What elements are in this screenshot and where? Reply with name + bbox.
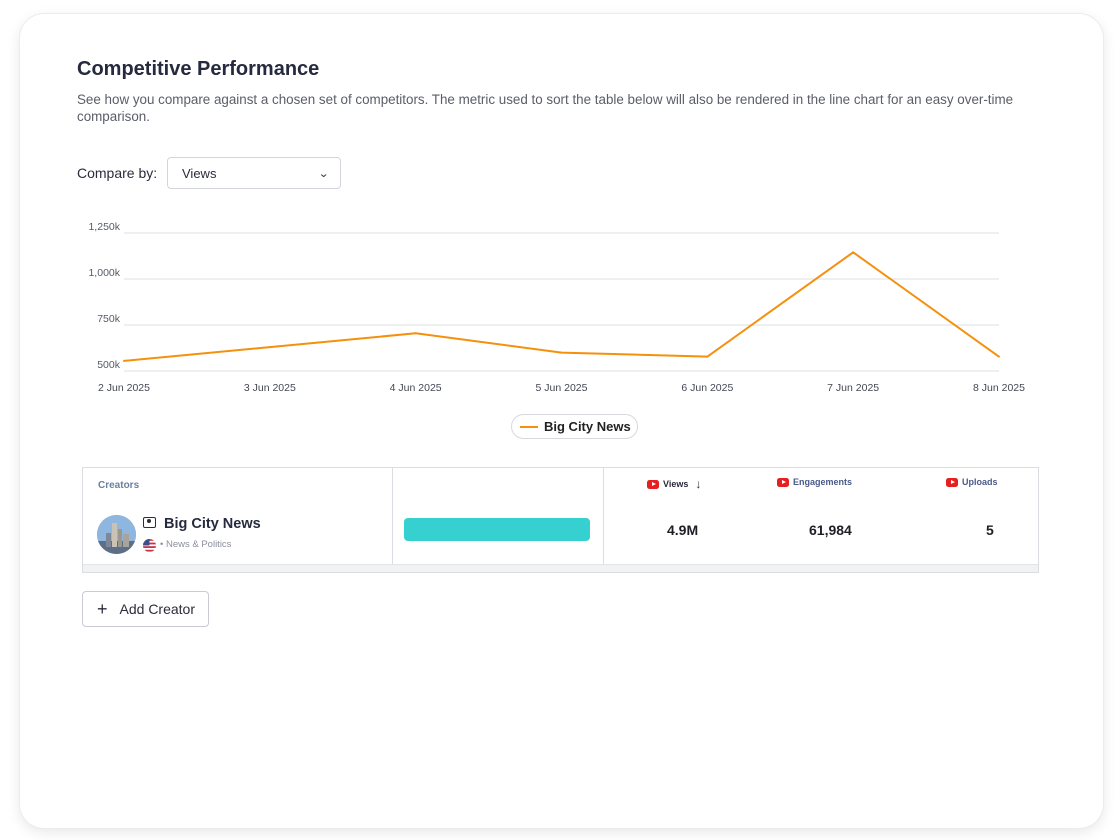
uploads-column-header[interactable]: Uploads [946,477,998,487]
youtube-icon [946,477,958,487]
views-line-chart: 500k 750k 1,000k 1,250k 2 Jun 2025 3 Jun 2025… [88,221,1025,394]
add-creator-label: Add Creator [119,601,195,617]
y-tick-label: 500k [97,359,121,371]
data-point [414,332,417,335]
engagements-value: 61,984 [809,522,852,538]
separator-dot: • [160,539,166,550]
column-divider [392,468,393,564]
column-divider [603,468,604,564]
views-value: 4.9M [667,522,699,538]
y-tick-label: 750k [97,313,121,325]
data-point [560,351,563,354]
x-tick-label: 8 Jun 2025 [973,382,1025,394]
creators-column-header: Creators [98,480,140,491]
data-point [998,355,1000,358]
engagements-column-header[interactable]: Engagements [777,477,852,487]
page-description: See how you compare against a chosen set… [77,92,1014,124]
x-tick-label: 2 Jun 2025 [98,382,150,394]
y-tick-label: 1,000k [88,267,120,279]
page-title: Competitive Performance [77,58,320,80]
x-tick-label: 6 Jun 2025 [681,382,733,394]
y-tick-label: 1,250k [88,221,120,233]
data-point [268,346,271,349]
competitive-performance-card: Competitive Performance See how you comp… [20,14,1103,828]
avatar [97,515,136,554]
legend-line-swatch [520,425,538,428]
creator-profile-icon [143,517,156,528]
data-point [706,355,709,358]
uploads-header-label: Uploads [962,477,998,487]
series-line-big-city-news [123,251,1000,362]
views-column-header[interactable]: Views ↓ [647,477,701,491]
x-tick-label: 3 Jun 2025 [244,382,296,394]
chevron-down-icon: ⌄ [317,167,329,180]
chart-legend-item[interactable]: Big City News [511,414,638,439]
arrow-down-icon: ↓ [695,477,702,491]
uploads-value: 5 [986,522,994,538]
compare-by-value: Views [182,165,217,181]
views-header-label: Views [663,479,689,489]
compare-by-select[interactable]: Views ⌄ [167,157,341,189]
data-point [852,251,855,254]
data-point [123,359,125,362]
creator-category: • News & Politics [160,539,231,550]
creator-name[interactable]: Big City News [164,516,261,532]
table-horizontal-scrollbar[interactable] [83,564,1038,572]
youtube-icon [647,479,659,489]
add-creator-button[interactable]: + Add Creator [82,591,209,627]
creators-table: Creators Views ↓ Engagements Uploads [82,467,1039,573]
compare-by-label: Compare by: [77,165,158,181]
legend-label: Big City News [544,419,631,434]
category-label: News & Politics [165,539,232,550]
plus-icon: + [97,599,108,619]
views-share-bar [404,518,590,541]
x-tick-label: 5 Jun 2025 [536,382,588,394]
x-tick-label: 7 Jun 2025 [827,382,879,394]
us-flag-icon [143,539,156,552]
engagements-header-label: Engagements [793,477,853,487]
x-tick-label: 4 Jun 2025 [390,382,442,394]
youtube-icon [777,477,789,487]
